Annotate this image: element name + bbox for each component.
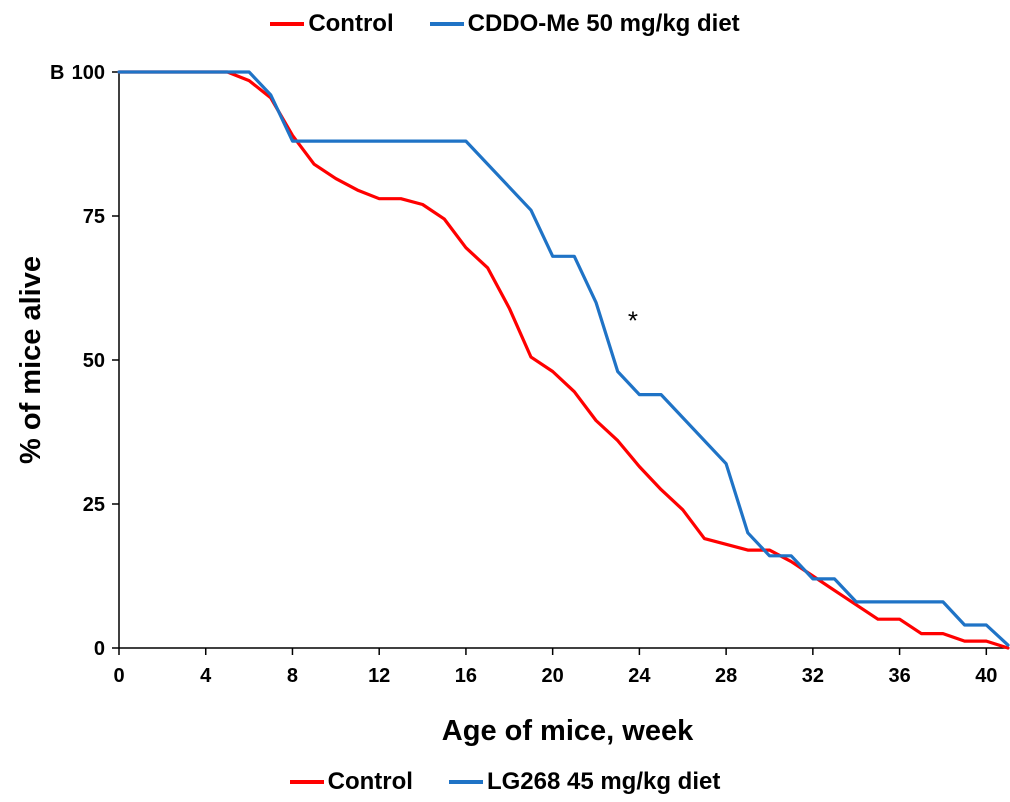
legend-top: Control CDDO-Me 50 mg/kg diet xyxy=(0,10,1010,38)
legend-bottom-swatch-treatment xyxy=(448,780,483,784)
x-tick-label: 40 xyxy=(975,665,997,687)
legend-bottom-label-treatment: LG268 45 mg/kg diet xyxy=(486,768,721,795)
y-tick-label: 25 xyxy=(83,494,105,516)
legend-label-control: Control xyxy=(308,10,394,37)
x-tick-label: 20 xyxy=(542,665,564,687)
x-tick-label: 36 xyxy=(888,665,910,687)
x-tick-label: 16 xyxy=(455,665,477,687)
legend-bottom-item-control: Control xyxy=(289,768,413,796)
y-tick-label: 75 xyxy=(83,206,105,228)
legend-bottom-swatch-control xyxy=(289,780,324,784)
legend-bottom-item-treatment: LG268 45 mg/kg diet xyxy=(448,768,721,796)
x-tick-label: 4 xyxy=(200,665,212,687)
x-tick-label: 0 xyxy=(113,665,124,687)
panel-label: B xyxy=(50,62,65,84)
x-tick-label: 32 xyxy=(802,665,824,687)
x-axis-title: Age of mice, week xyxy=(442,715,694,747)
y-tick-label: 100 xyxy=(72,62,105,84)
x-tick-label: 28 xyxy=(715,665,737,687)
legend-bottom: Control LG268 45 mg/kg diet xyxy=(0,768,1010,796)
legend-bottom-label-control: Control xyxy=(327,768,413,795)
legend-label-treatment: CDDO-Me 50 mg/kg diet xyxy=(467,10,740,37)
y-tick-label: 50 xyxy=(83,350,105,372)
x-tick-label: 12 xyxy=(368,665,390,687)
y-axis-title: % of mice alive xyxy=(15,256,47,464)
legend-swatch-treatment xyxy=(429,22,464,26)
legend-swatch-control xyxy=(270,22,305,26)
series-line-treatment xyxy=(117,70,1010,647)
significance-annotation: * xyxy=(628,306,638,336)
x-tick-label: 8 xyxy=(287,665,298,687)
x-tick-label: 24 xyxy=(628,665,651,687)
y-tick-label: 0 xyxy=(94,638,105,660)
series-line-control xyxy=(117,70,1010,650)
legend-item-treatment: CDDO-Me 50 mg/kg diet xyxy=(429,10,740,38)
legend-item-control: Control xyxy=(270,10,394,38)
